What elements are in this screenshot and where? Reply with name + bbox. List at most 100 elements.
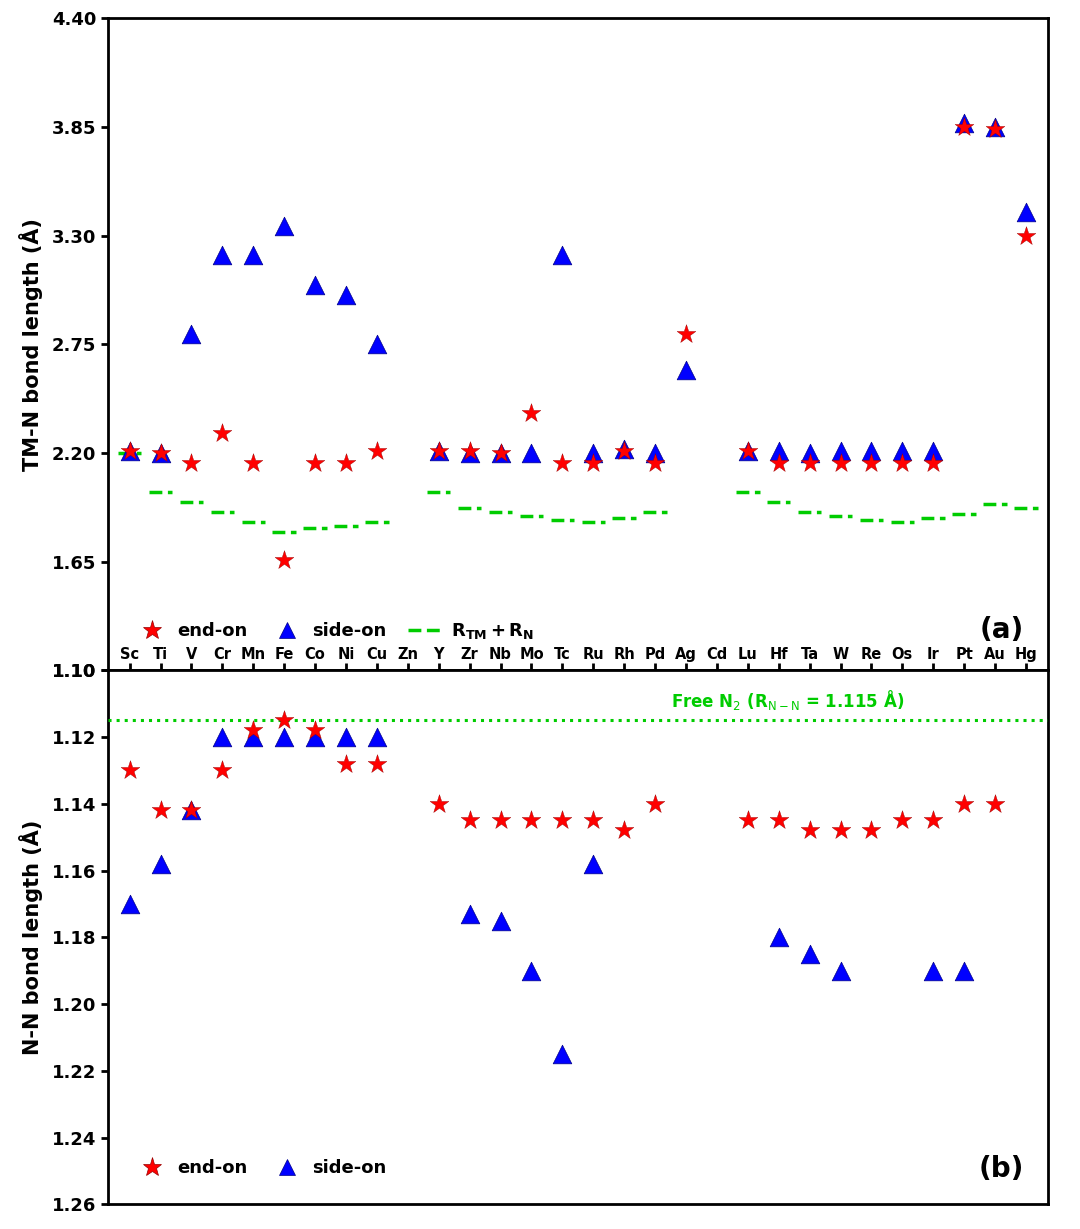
Point xyxy=(245,246,262,265)
Point xyxy=(461,441,478,461)
Point xyxy=(770,454,787,473)
Point xyxy=(214,423,231,442)
Point xyxy=(739,441,756,461)
Point xyxy=(368,334,386,354)
Point xyxy=(647,444,664,463)
Point xyxy=(121,893,138,913)
Point xyxy=(863,454,880,473)
Point xyxy=(523,403,540,423)
Point xyxy=(924,454,942,473)
Point xyxy=(924,961,942,981)
Point xyxy=(491,444,509,463)
Point xyxy=(430,441,447,461)
Point xyxy=(956,117,973,136)
Point xyxy=(337,454,354,473)
Point xyxy=(832,961,849,981)
Point xyxy=(554,811,571,831)
Point xyxy=(307,720,324,740)
Point xyxy=(584,444,602,463)
Point xyxy=(337,728,354,747)
Point xyxy=(616,441,633,461)
Point xyxy=(491,444,509,463)
Point xyxy=(214,728,231,747)
Point xyxy=(863,441,880,461)
Point xyxy=(275,728,293,747)
Point xyxy=(523,444,540,463)
Point xyxy=(1017,202,1035,221)
Point xyxy=(307,728,324,747)
Point xyxy=(121,441,138,461)
Point xyxy=(245,720,262,740)
Point xyxy=(739,441,756,461)
Point xyxy=(616,821,633,841)
Point xyxy=(121,761,138,780)
Point xyxy=(337,753,354,773)
Y-axis label: N-N bond length (Å): N-N bond length (Å) xyxy=(19,820,43,1054)
Point xyxy=(245,454,262,473)
Point xyxy=(183,454,200,473)
Point xyxy=(275,216,293,236)
Point xyxy=(461,905,478,924)
Point xyxy=(739,811,756,831)
Text: (b): (b) xyxy=(978,1155,1024,1184)
Y-axis label: TM-N bond length (Å): TM-N bond length (Å) xyxy=(19,218,43,471)
Point xyxy=(647,454,664,473)
Point xyxy=(214,761,231,780)
Point xyxy=(584,854,602,874)
Point xyxy=(368,728,386,747)
Point xyxy=(770,811,787,831)
Point xyxy=(986,794,1003,814)
Point xyxy=(584,454,602,473)
Legend: end-on, side-on: end-on, side-on xyxy=(126,1153,394,1185)
Point xyxy=(368,441,386,461)
Point xyxy=(801,944,819,964)
Legend: end-on, side-on, $\mathbf{R_{TM}+R_N}$: end-on, side-on, $\mathbf{R_{TM}+R_N}$ xyxy=(126,613,542,648)
Point xyxy=(275,549,293,569)
Point xyxy=(863,821,880,841)
Point xyxy=(152,444,170,463)
Text: (a): (a) xyxy=(980,616,1024,644)
Point xyxy=(307,454,324,473)
Point xyxy=(801,454,819,473)
Point xyxy=(986,119,1003,139)
Text: Free N$_2$ (R$_\mathrm{N-N}$ = 1.115 Å): Free N$_2$ (R$_\mathrm{N-N}$ = 1.115 Å) xyxy=(671,688,904,713)
Point xyxy=(183,800,200,820)
Point xyxy=(523,811,540,831)
Point xyxy=(986,117,1003,136)
Point xyxy=(801,821,819,841)
Point xyxy=(152,854,170,874)
Point xyxy=(677,324,694,344)
Point xyxy=(368,753,386,773)
Point xyxy=(832,821,849,841)
Point xyxy=(893,454,910,473)
Point xyxy=(152,800,170,820)
Point xyxy=(770,928,787,948)
Point xyxy=(461,444,478,463)
Point xyxy=(337,285,354,305)
Point xyxy=(554,454,571,473)
Point xyxy=(832,454,849,473)
Point xyxy=(956,794,973,814)
Point xyxy=(491,911,509,930)
Point xyxy=(183,324,200,344)
Point xyxy=(554,246,571,265)
Point xyxy=(677,360,694,380)
Point xyxy=(152,444,170,463)
Point xyxy=(121,441,138,461)
Point xyxy=(956,113,973,133)
Point xyxy=(430,794,447,814)
Point xyxy=(924,441,942,461)
Point xyxy=(956,961,973,981)
Point xyxy=(307,275,324,295)
Point xyxy=(523,961,540,981)
Point xyxy=(616,439,633,458)
Point xyxy=(832,441,849,461)
Point xyxy=(647,794,664,814)
Point xyxy=(801,444,819,463)
Point xyxy=(491,811,509,831)
Point xyxy=(770,441,787,461)
Point xyxy=(275,710,293,730)
Point xyxy=(554,1045,571,1064)
Point xyxy=(584,811,602,831)
Point xyxy=(183,800,200,820)
